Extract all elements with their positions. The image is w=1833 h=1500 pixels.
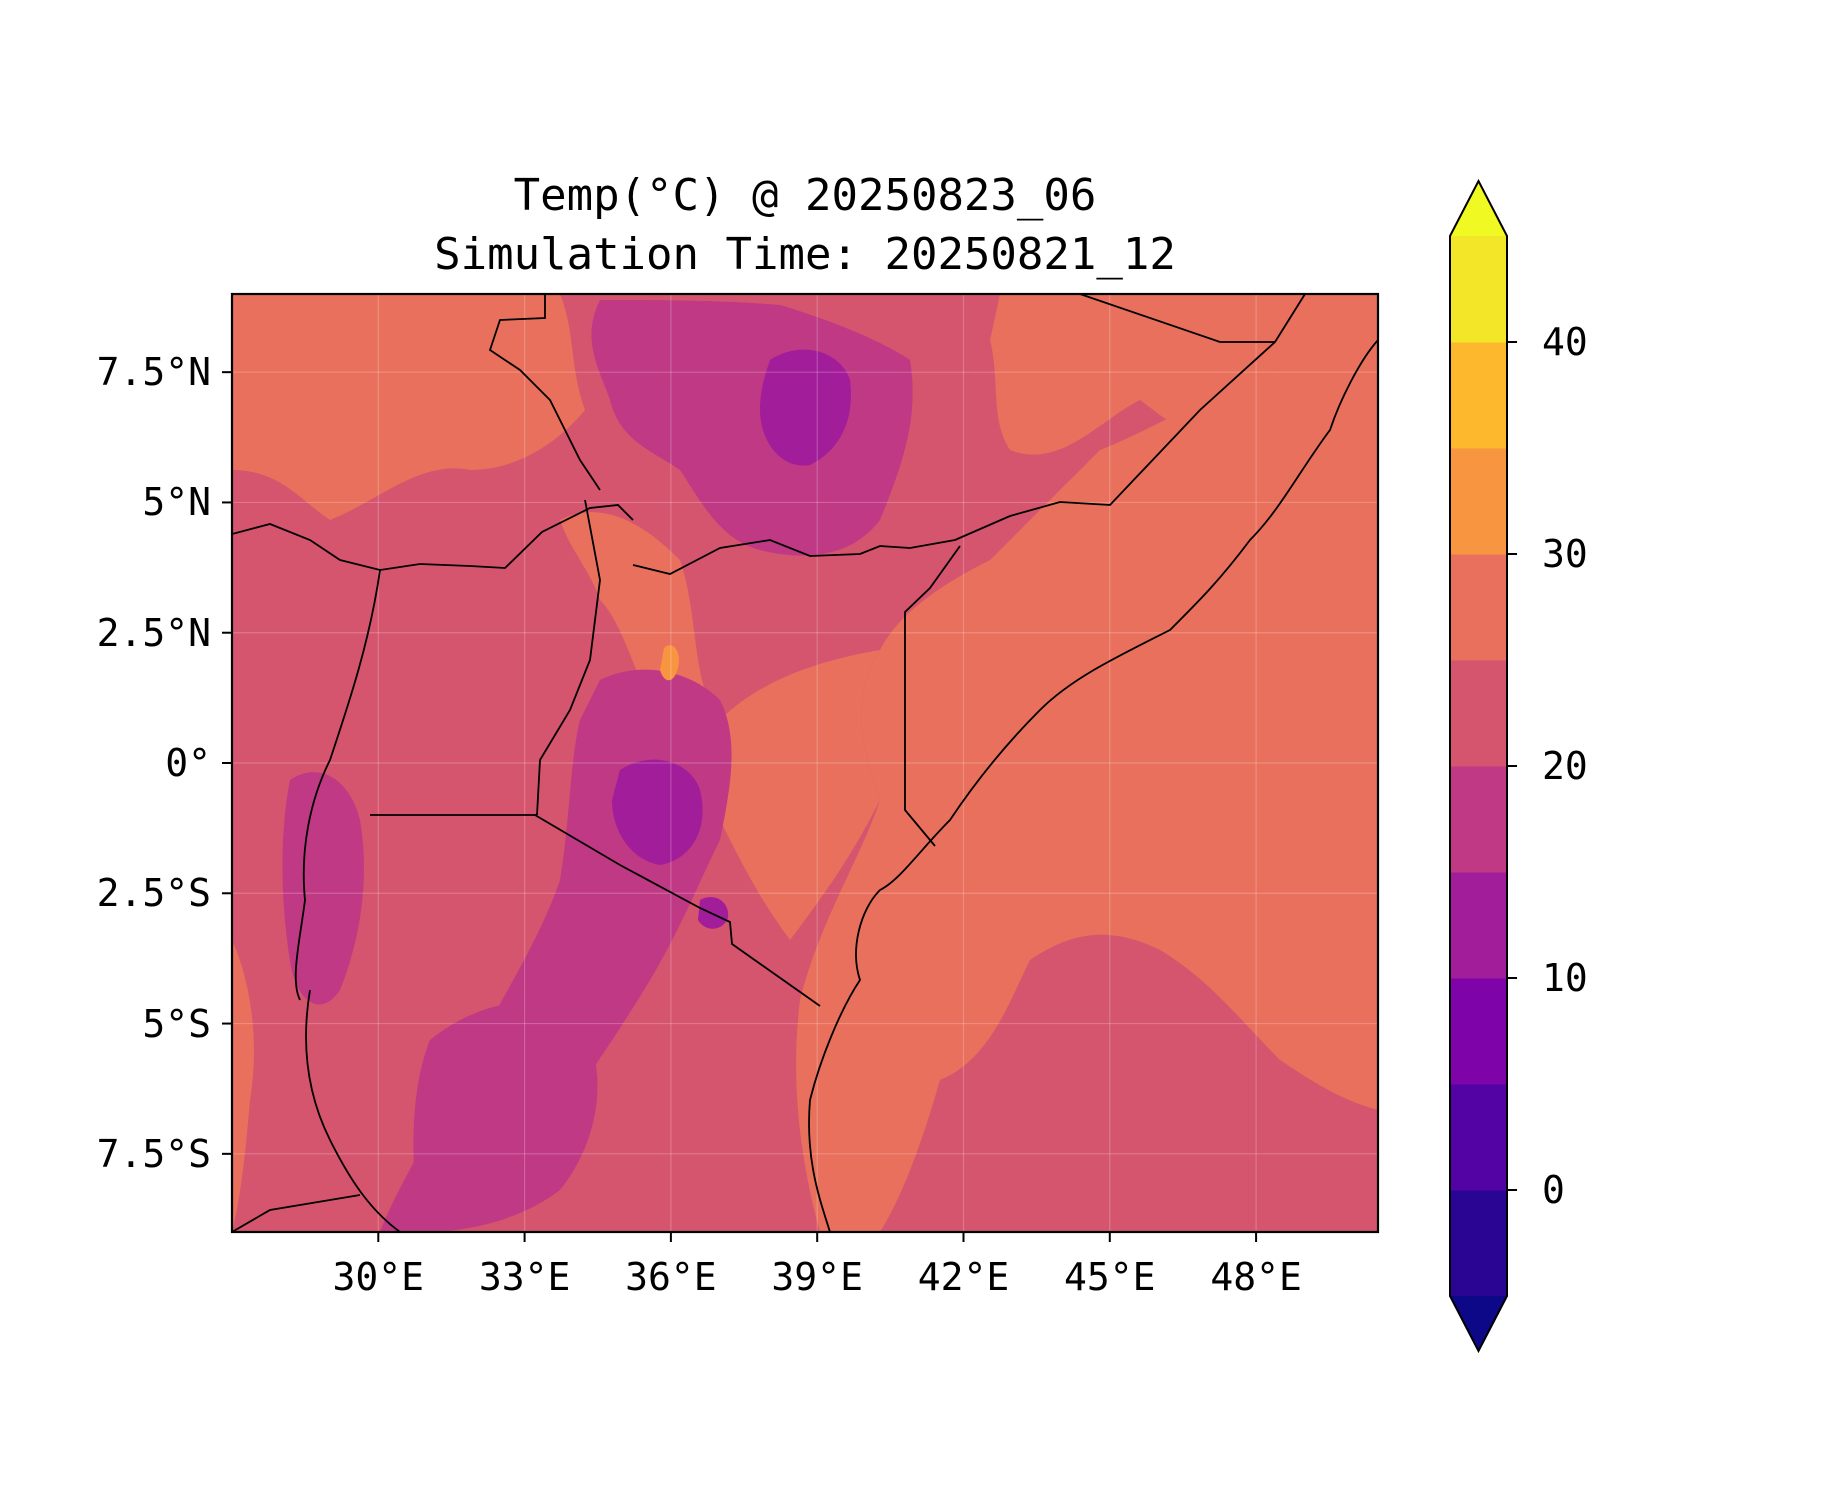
colorbar-outline <box>1449 178 1508 1354</box>
colorbar-tick-label: 40 <box>1542 320 1588 364</box>
colorbar-segment <box>1450 342 1507 449</box>
map-subtitle: Simulation Time: 20250821_12 <box>434 229 1176 280</box>
colorbar-segment <box>1450 554 1507 661</box>
border-south-sudan <box>232 504 634 571</box>
map-gridlines <box>232 294 1378 1232</box>
border-kenya-tanzania <box>534 814 821 1007</box>
lon-tick-label: 42°E <box>917 1255 1010 1299</box>
warm-region-southwest <box>232 940 254 1232</box>
cold-region-kenya-highlands <box>612 759 703 865</box>
colorbar-segment <box>1450 448 1507 555</box>
colorbar-segment <box>1450 766 1507 873</box>
border-lake-west <box>305 989 401 1232</box>
colorbar-extend-under <box>1450 1296 1507 1351</box>
colorbar-tick-label: 30 <box>1542 532 1588 576</box>
colorbar <box>1449 178 1517 1354</box>
colorbar-tick-label: 20 <box>1542 744 1588 788</box>
warm-region-northeast <box>990 294 1378 455</box>
longitude-ticks <box>377 1232 1258 1242</box>
lon-tick-label: 48°E <box>1210 1255 1302 1299</box>
colorbar-segment <box>1450 1084 1507 1191</box>
cold-region-ethiopia-peak <box>760 349 851 466</box>
cool-region-southern-highlands <box>413 1002 598 1232</box>
border-western <box>294 569 381 1001</box>
lat-tick-label: 7.5°S <box>96 1131 211 1176</box>
lon-tick-label: 36°E <box>625 1255 717 1299</box>
colorbar-tick-label: 0 <box>1542 1168 1565 1212</box>
latitude-ticks <box>222 371 232 1155</box>
temperature-field <box>232 294 1378 1232</box>
colorbar-tick-label: 10 <box>1542 956 1588 1000</box>
lat-tick-label: 2.5°N <box>96 610 211 655</box>
colorbar-segment <box>1450 978 1507 1085</box>
border-kenya-somalia <box>904 545 961 847</box>
cool-region-western-rift <box>282 772 364 1005</box>
colorbar-segment <box>1450 660 1507 767</box>
coastline <box>808 339 1378 1232</box>
lat-tick-label: 2.5°S <box>96 871 211 916</box>
lon-tick-label: 45°E <box>1064 1255 1156 1299</box>
colorbar-segment <box>1450 236 1507 343</box>
lat-tick-label: 5°N <box>142 480 211 525</box>
border-uganda-kenya <box>536 499 601 816</box>
country-borders <box>232 294 1378 1232</box>
cold-region-kilimanjaro <box>698 897 729 929</box>
hot-spot-turkana <box>660 645 679 681</box>
map-title: Temp(°C) @ 20250823_06 <box>513 170 1097 221</box>
border-sudan-north <box>488 294 601 491</box>
warm-region-northwest <box>232 294 585 520</box>
lat-tick-label: 7.5°N <box>96 350 211 395</box>
border-ethiopia-somalia <box>632 294 1306 575</box>
colorbar-extend-over <box>1450 181 1507 236</box>
border-ethiopia-north <box>1079 294 1275 343</box>
lat-tick-label: 5°S <box>142 1001 211 1046</box>
warm-region-east <box>796 330 1378 1232</box>
colorbar-segment <box>1450 1190 1507 1297</box>
lon-tick-label: 30°E <box>332 1255 425 1299</box>
lat-tick-label: 0° <box>165 741 211 785</box>
lon-tick-label: 33°E <box>478 1255 571 1299</box>
lon-tick-label: 39°E <box>771 1255 863 1299</box>
colorbar-segment <box>1450 872 1507 979</box>
border-zambia <box>232 1194 361 1232</box>
